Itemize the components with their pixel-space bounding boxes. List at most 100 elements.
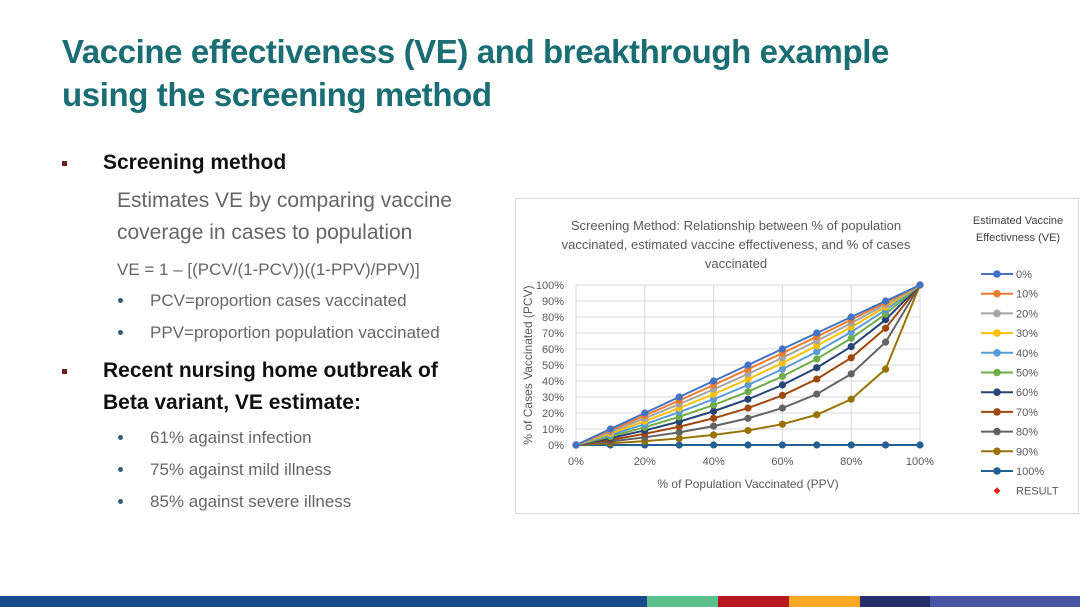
data-point: [572, 441, 580, 449]
legend-item: 60%: [981, 387, 1038, 399]
data-point: [778, 372, 786, 380]
data-point: [675, 393, 683, 401]
bullet-severe: 85% against severe illness: [150, 492, 352, 511]
description-line2: coverage in cases to population: [117, 221, 413, 244]
legend-item: 10%: [981, 289, 1038, 301]
footer-bar-orange: [789, 596, 860, 607]
data-point: [675, 441, 683, 449]
bullet-square-icon: [62, 161, 67, 166]
data-point: [916, 281, 924, 289]
legend-marker-icon: [993, 467, 1001, 475]
slide-title: Vaccine effectiveness (VE) and breakthro…: [62, 30, 1022, 116]
legend-label: 100%: [1016, 466, 1044, 478]
legend-label: RESULT: [1016, 486, 1059, 498]
data-point: [813, 364, 821, 372]
data-point: [882, 297, 890, 305]
bullet-dot-icon: [118, 330, 123, 335]
y-tick-label: 100%: [536, 280, 564, 292]
data-point: [882, 441, 890, 449]
legend-label: 20%: [1016, 308, 1038, 320]
data-point: [882, 324, 890, 332]
data-point: [813, 411, 821, 419]
legend-item: 90%: [981, 446, 1038, 458]
legend-item: 50%: [981, 368, 1038, 380]
legend-marker-icon: [993, 388, 1001, 396]
data-point: [882, 365, 890, 373]
legend-marker-icon: [993, 408, 1001, 416]
data-point: [813, 342, 821, 350]
bullet-dot-icon: [118, 467, 123, 472]
legend-marker-icon: [993, 349, 1001, 357]
y-tick-label: 0%: [548, 440, 564, 452]
data-point: [847, 441, 855, 449]
data-point: [813, 329, 821, 337]
legend-label: 30%: [1016, 328, 1038, 340]
bullet-mild: 75% against mild illness: [150, 460, 332, 479]
data-point: [813, 390, 821, 398]
data-point: [744, 381, 752, 389]
y-tick-label: 50%: [542, 360, 564, 372]
data-point: [744, 395, 752, 403]
ve-chart: Screening Method: Relationship between %…: [521, 215, 1063, 498]
data-point: [847, 343, 855, 351]
data-point: [710, 422, 718, 430]
legend-item: 0%: [981, 269, 1032, 281]
legend-item: 100%: [981, 466, 1044, 478]
x-tick-label: 80%: [840, 456, 862, 468]
legend-label: 60%: [1016, 387, 1038, 399]
data-point: [710, 377, 718, 385]
legend-item: 30%: [981, 328, 1038, 340]
legend-item: 80%: [981, 427, 1038, 439]
data-point: [744, 388, 752, 396]
legend-marker-icon: [993, 309, 1001, 318]
data-point: [882, 316, 890, 324]
data-point: [847, 334, 855, 342]
section-heading-outbreak-line2: Beta variant, VE estimate:: [103, 391, 361, 414]
legend-label: 90%: [1016, 446, 1038, 458]
bullet-ppv: PPV=proportion population vaccinated: [150, 323, 440, 342]
slide-title-line1: Vaccine effectiveness (VE) and breakthro…: [62, 33, 889, 70]
data-point: [882, 338, 890, 346]
legend-marker-icon: [993, 329, 1001, 337]
footer-bar-blue: [0, 596, 647, 607]
data-point: [813, 375, 821, 383]
data-point: [744, 375, 752, 383]
x-tick-label: 100%: [906, 456, 934, 468]
data-point: [813, 348, 821, 356]
legend-label: 10%: [1016, 289, 1038, 301]
data-point: [916, 441, 924, 449]
footer-bar-periwinkle: [930, 596, 1080, 607]
legend-marker-icon: [993, 270, 1001, 278]
chart-title-line1: Screening Method: Relationship between %…: [571, 218, 901, 233]
data-point: [675, 434, 683, 443]
y-tick-label: 40%: [542, 376, 564, 388]
data-point: [710, 414, 718, 422]
section-heading-screening: Screening method: [103, 151, 287, 174]
bullet-pcv: PCV=proportion cases vaccinated: [150, 291, 407, 310]
bullet-dot-icon: [118, 499, 123, 504]
y-tick-label: 90%: [542, 296, 564, 308]
data-point: [675, 423, 683, 431]
y-tick-label: 70%: [542, 328, 564, 340]
data-point: [778, 404, 786, 412]
data-point: [778, 381, 786, 389]
bullet-dot-icon: [118, 435, 123, 440]
data-point: [675, 428, 683, 436]
data-point: [744, 426, 752, 435]
formula-text: VE = 1 – [(PCV/(1-PCV))((1-PPV)/PPV)]: [117, 260, 420, 279]
legend-label: 80%: [1016, 427, 1038, 439]
data-point: [847, 395, 855, 403]
data-point: [606, 425, 614, 433]
legend-item: 70%: [981, 407, 1038, 419]
legend-item: 20%: [981, 308, 1038, 320]
legend-label: 70%: [1016, 407, 1038, 419]
data-point: [778, 365, 786, 373]
x-tick-label: 0%: [568, 456, 584, 468]
data-point: [744, 414, 752, 422]
data-point: [710, 431, 718, 439]
y-axis-label: % of Cases Vaccinated (PCV): [521, 285, 535, 444]
data-point: [813, 441, 821, 449]
x-tick-label: 40%: [703, 456, 725, 468]
legend-item: 40%: [981, 348, 1038, 360]
data-point: [710, 401, 718, 409]
